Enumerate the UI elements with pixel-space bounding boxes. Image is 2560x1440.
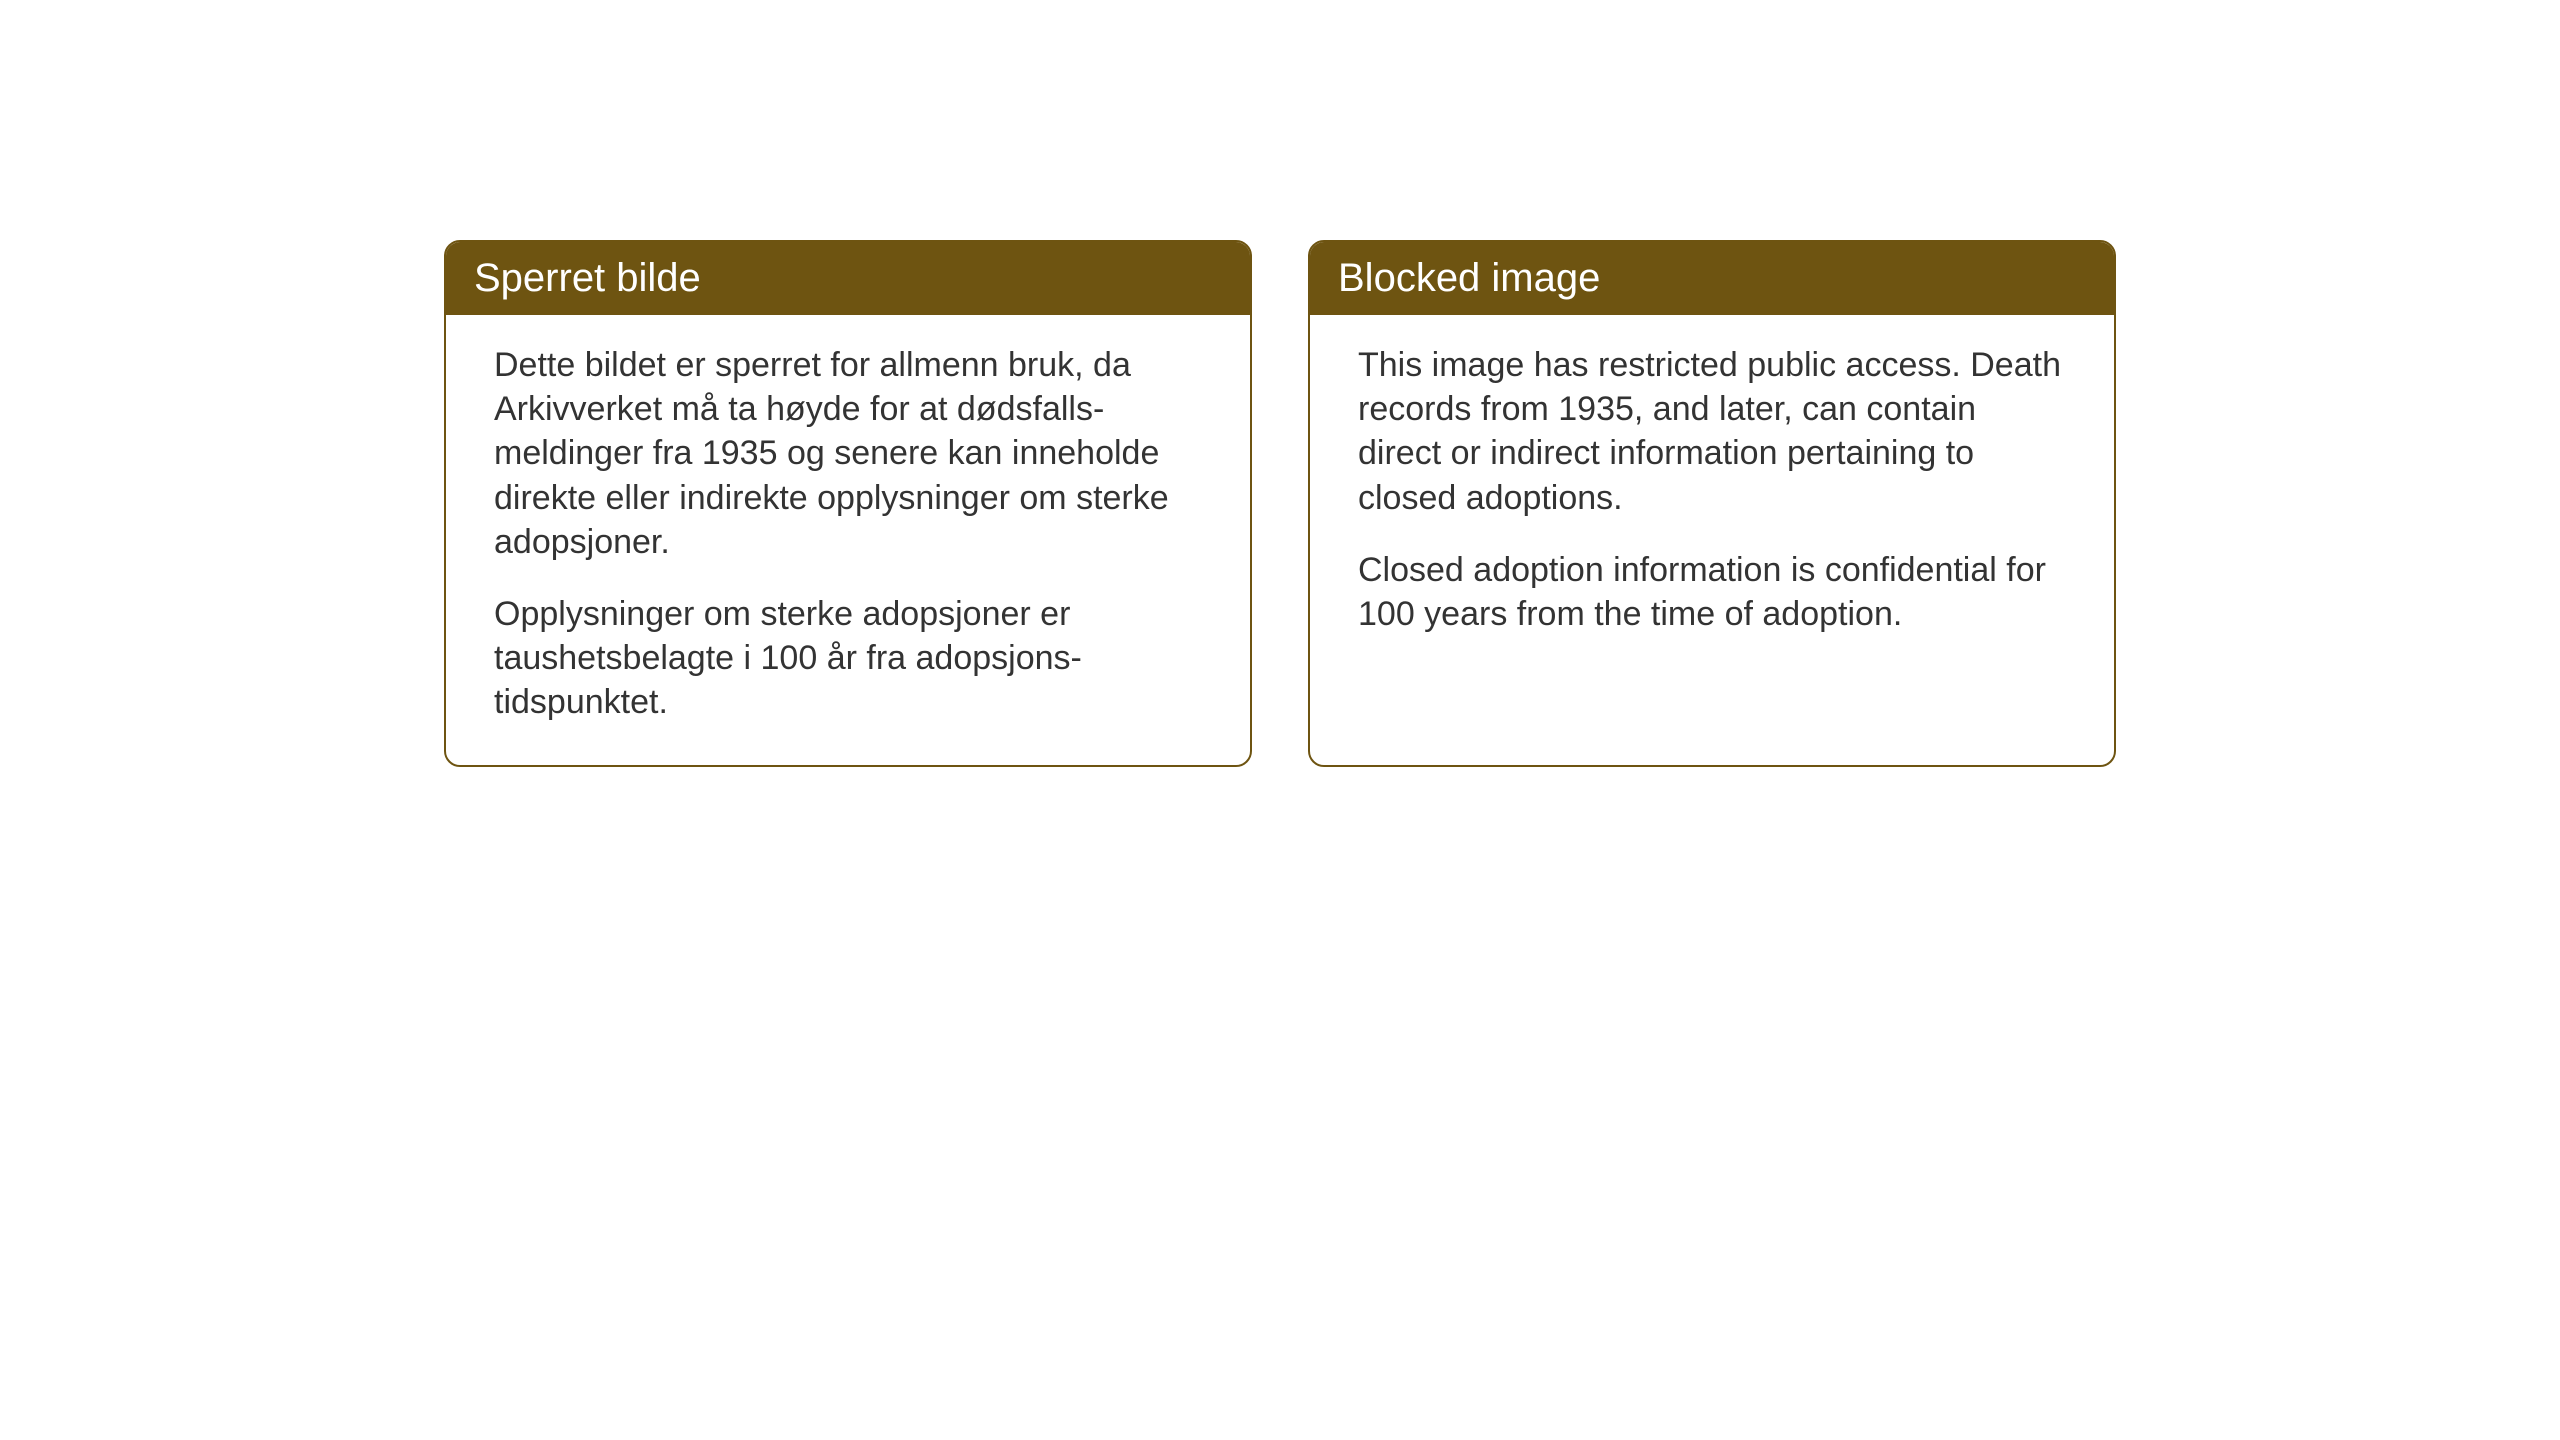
card-header-english: Blocked image: [1310, 242, 2114, 315]
notice-container: Sperret bilde Dette bildet er sperret fo…: [444, 240, 2116, 767]
paragraph-english-1: This image has restricted public access.…: [1358, 343, 2066, 520]
card-header-norwegian: Sperret bilde: [446, 242, 1250, 315]
paragraph-norwegian-2: Opplysninger om sterke adopsjoner er tau…: [494, 592, 1202, 725]
card-body-english: This image has restricted public access.…: [1310, 315, 2114, 676]
paragraph-norwegian-1: Dette bildet er sperret for allmenn bruk…: [494, 343, 1202, 564]
paragraph-english-2: Closed adoption information is confident…: [1358, 548, 2066, 636]
notice-card-english: Blocked image This image has restricted …: [1308, 240, 2116, 767]
notice-card-norwegian: Sperret bilde Dette bildet er sperret fo…: [444, 240, 1252, 767]
card-body-norwegian: Dette bildet er sperret for allmenn bruk…: [446, 315, 1250, 765]
